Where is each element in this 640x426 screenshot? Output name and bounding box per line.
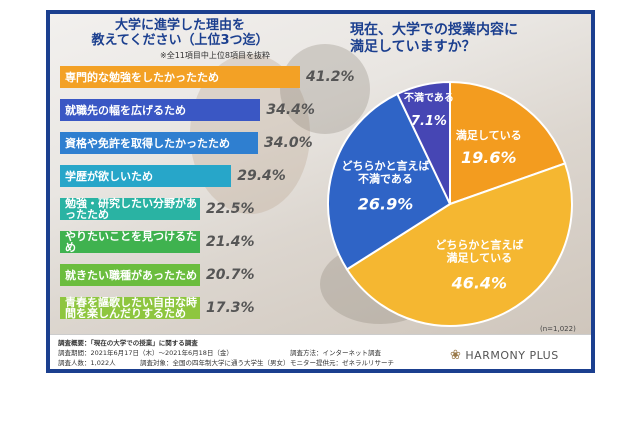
pie-chart: 満足している 19.6% どちらかと言えば満足している 46.4% どちらかと言えば不満… [327, 80, 573, 327]
bar-value-label: 17.3% [206, 300, 255, 316]
pie-slice-2 [345, 162, 573, 327]
pie-category-label: どちらかと言えば不満である [342, 158, 430, 185]
bar-label: 専門的な勉強をしたかったため [65, 70, 219, 84]
bar-label: 資格や免許を取得したかったため [65, 136, 230, 150]
bar-chart-title: 大学に進学した理由を 教えてください（上位3つ迄） [91, 18, 269, 48]
pie-chart-title: 現在、大学での授業内容に 満足していますか？ [350, 22, 518, 55]
survey-count: 調査人数：1,022人 [58, 359, 116, 367]
bar-label: 青春を謳歌したい自由な時間を楽しんだりするため [65, 296, 197, 320]
bar-6: やりたいことを見つけるため [60, 231, 200, 253]
bar-3: 資格や免許を取得したかったため [60, 132, 259, 154]
bar-chart-subtitle: ※全11項目中上位8項目を抜粋 [160, 51, 270, 60]
logo-text: HARMONY PLUS [465, 349, 559, 362]
pie-value-label: 26.9% [358, 194, 414, 213]
sample-size-note: (n=1,022) [540, 325, 576, 333]
survey-period: 調査期間：2021年6月17日（木）～2021年6月18日（金） [58, 349, 233, 357]
infographic-frame: 大学に進学した理由を 教えてください（上位3つ迄） ※全11項目中上位8項目を抜… [46, 10, 595, 373]
pie-value-label: 46.4% [451, 273, 508, 292]
bar-label: 学歴が欲しいため [65, 169, 153, 183]
pie-value-label: 7.1% [411, 114, 447, 129]
pie-value-label: 19.6% [461, 148, 517, 167]
pie-category-label: どちらかと言えば満足している [435, 237, 523, 264]
bar-value-label: 34.4% [266, 102, 315, 118]
bar-5: 勉強・研究したい分野があったため [60, 198, 200, 220]
survey-footer: 調査概要：「現在の大学での授業」に関する調査 調査期間：2021年6月17日（木… [50, 334, 591, 369]
bar-label: やりたいことを見つけるため [65, 230, 197, 254]
bar-4: 学歴が欲しいため [60, 165, 232, 187]
bar-value-label: 20.7% [206, 267, 255, 283]
bar-label: 勉強・研究したい分野があったため [65, 197, 197, 221]
logo-flower-icon: ❀ [450, 348, 462, 363]
pie-category-label: 満足している [456, 128, 522, 142]
pie-category-label: 不満である [404, 91, 454, 104]
bar-value-label: 29.4% [237, 168, 286, 184]
pie-slice-4 [396, 80, 451, 205]
bar-label: 就きたい職種があったため [65, 268, 197, 282]
survey-summary: 調査概要：「現在の大学での授業」に関する調査 [58, 339, 198, 347]
bar-value-label: 34.0% [264, 135, 313, 151]
survey-monitor: モニター提供元：ゼネラルリサーチ [290, 359, 394, 367]
bar-1: 専門的な勉強をしたかったため [60, 66, 300, 88]
infographic-card: 大学に進学した理由を 教えてください（上位3つ迄） ※全11項目中上位8項目を抜… [50, 14, 591, 369]
pie-slice-3 [327, 92, 452, 271]
company-logo: ❀ HARMONY PLUS [450, 348, 559, 363]
bar-label: 就職先の幅を広げるため [65, 103, 186, 117]
bar-2: 就職先の幅を広げるため [60, 99, 261, 121]
bar-8: 青春を謳歌したい自由な時間を楽しんだりするため [60, 297, 200, 319]
bar-value-label: 21.4% [206, 234, 255, 250]
bar-value-label: 41.2% [306, 69, 355, 85]
survey-method: 調査方法：インターネット調査 [290, 349, 381, 357]
survey-target: 調査対象：全国の四年制大学に通う大学生（男女） [140, 359, 290, 367]
bar-value-label: 22.5% [206, 201, 255, 217]
bar-7: 就きたい職種があったため [60, 264, 200, 286]
